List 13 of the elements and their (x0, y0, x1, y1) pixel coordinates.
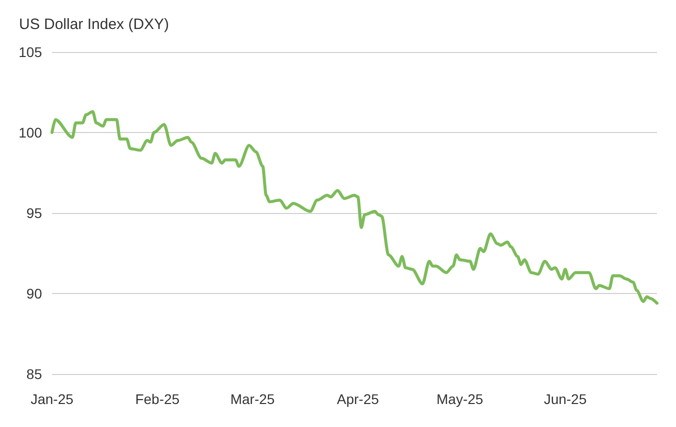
line-series (50, 110, 658, 305)
y-tick-label: 85 (26, 366, 42, 382)
x-tick-label: Mar-25 (230, 391, 275, 407)
y-tick-label: 95 (26, 205, 42, 221)
chart-title: US Dollar Index (DXY) (19, 16, 170, 33)
y-tick-label: 90 (26, 286, 42, 302)
x-tick-label: Jan-25 (30, 391, 74, 407)
y-tick-label: 105 (18, 44, 42, 60)
x-tick-label: May-25 (436, 391, 484, 407)
x-tick-label: Apr-25 (336, 391, 380, 407)
y-tick-label: 100 (18, 124, 42, 140)
x-tick-label: Feb-25 (135, 391, 180, 407)
x-tick-label: Jun-25 (544, 391, 587, 407)
